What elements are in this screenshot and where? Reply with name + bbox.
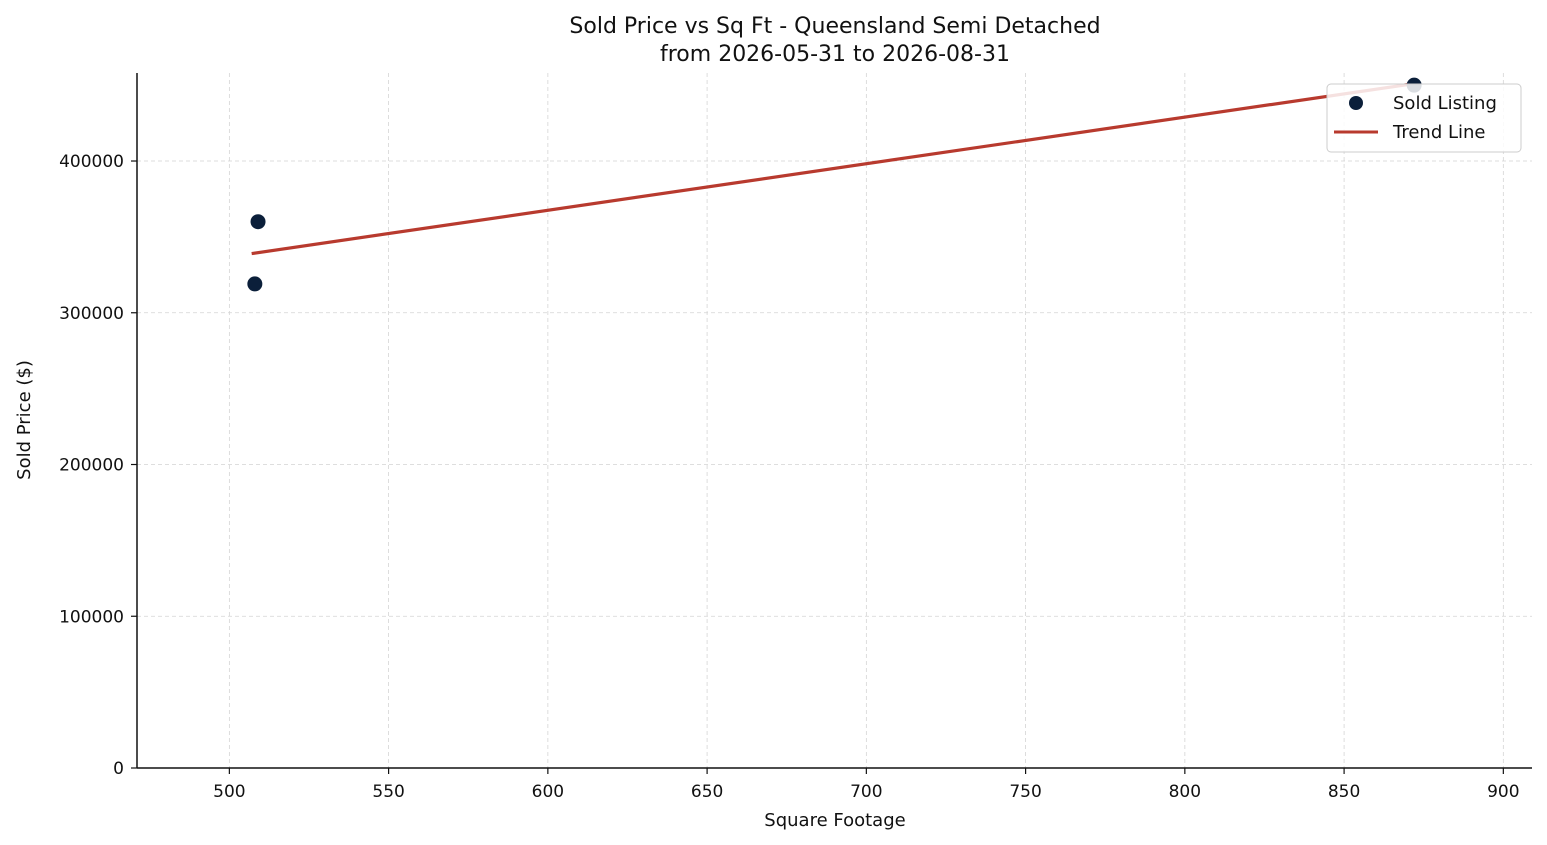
y-tick-label: 100000 (59, 607, 124, 627)
y-tick-label: 400000 (59, 152, 124, 172)
axes (136, 73, 1532, 769)
x-tick-label: 500 (213, 782, 245, 802)
x-tick-label: 850 (1328, 782, 1360, 802)
x-tick-label: 900 (1487, 782, 1519, 802)
x-tick-label: 650 (691, 782, 723, 802)
x-tick-label: 550 (372, 782, 404, 802)
chart-title: Sold Price vs Sq Ft - Queensland Semi De… (569, 14, 1100, 39)
y-axis-label: Sold Price ($) (14, 360, 35, 480)
chart-subtitle: from 2026-05-31 to 2026-08-31 (660, 42, 1010, 67)
x-tick-label: 600 (532, 782, 564, 802)
y-axis-ticks: 0 100000 200000 300000 400000 (59, 152, 137, 779)
y-tick-label: 0 (113, 759, 124, 779)
x-tick-label: 750 (1009, 782, 1041, 802)
y-tick-label: 300000 (59, 304, 124, 324)
gridlines (137, 73, 1532, 768)
scatter-point (247, 276, 263, 292)
x-tick-label: 800 (1169, 782, 1201, 802)
scatter-point (250, 214, 266, 230)
x-tick-label: 700 (850, 782, 882, 802)
y-tick-label: 200000 (59, 456, 124, 476)
legend-label-trend-line: Trend Line (1392, 122, 1486, 143)
legend: Sold Listing Trend Line (1326, 83, 1522, 153)
series-layer (247, 77, 1422, 292)
legend-box (1326, 83, 1522, 153)
legend-marker-sold-listing (1349, 96, 1363, 110)
x-axis-label: Square Footage (764, 810, 905, 831)
legend-label-sold-listing: Sold Listing (1393, 93, 1497, 114)
x-axis-ticks: 500 550 600 650 700 750 800 850 900 (213, 768, 1520, 802)
trend-line (251, 82, 1415, 256)
